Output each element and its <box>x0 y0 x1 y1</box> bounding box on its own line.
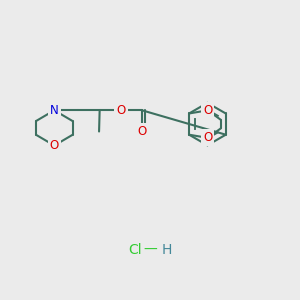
Text: O: O <box>137 125 147 138</box>
Text: N: N <box>50 104 59 117</box>
Text: O: O <box>50 139 59 152</box>
Text: Cl: Cl <box>128 243 142 257</box>
Text: H: H <box>162 243 172 257</box>
Text: O: O <box>203 131 212 144</box>
Text: —: — <box>144 243 158 257</box>
Text: O: O <box>116 104 125 117</box>
Text: O: O <box>203 104 212 117</box>
